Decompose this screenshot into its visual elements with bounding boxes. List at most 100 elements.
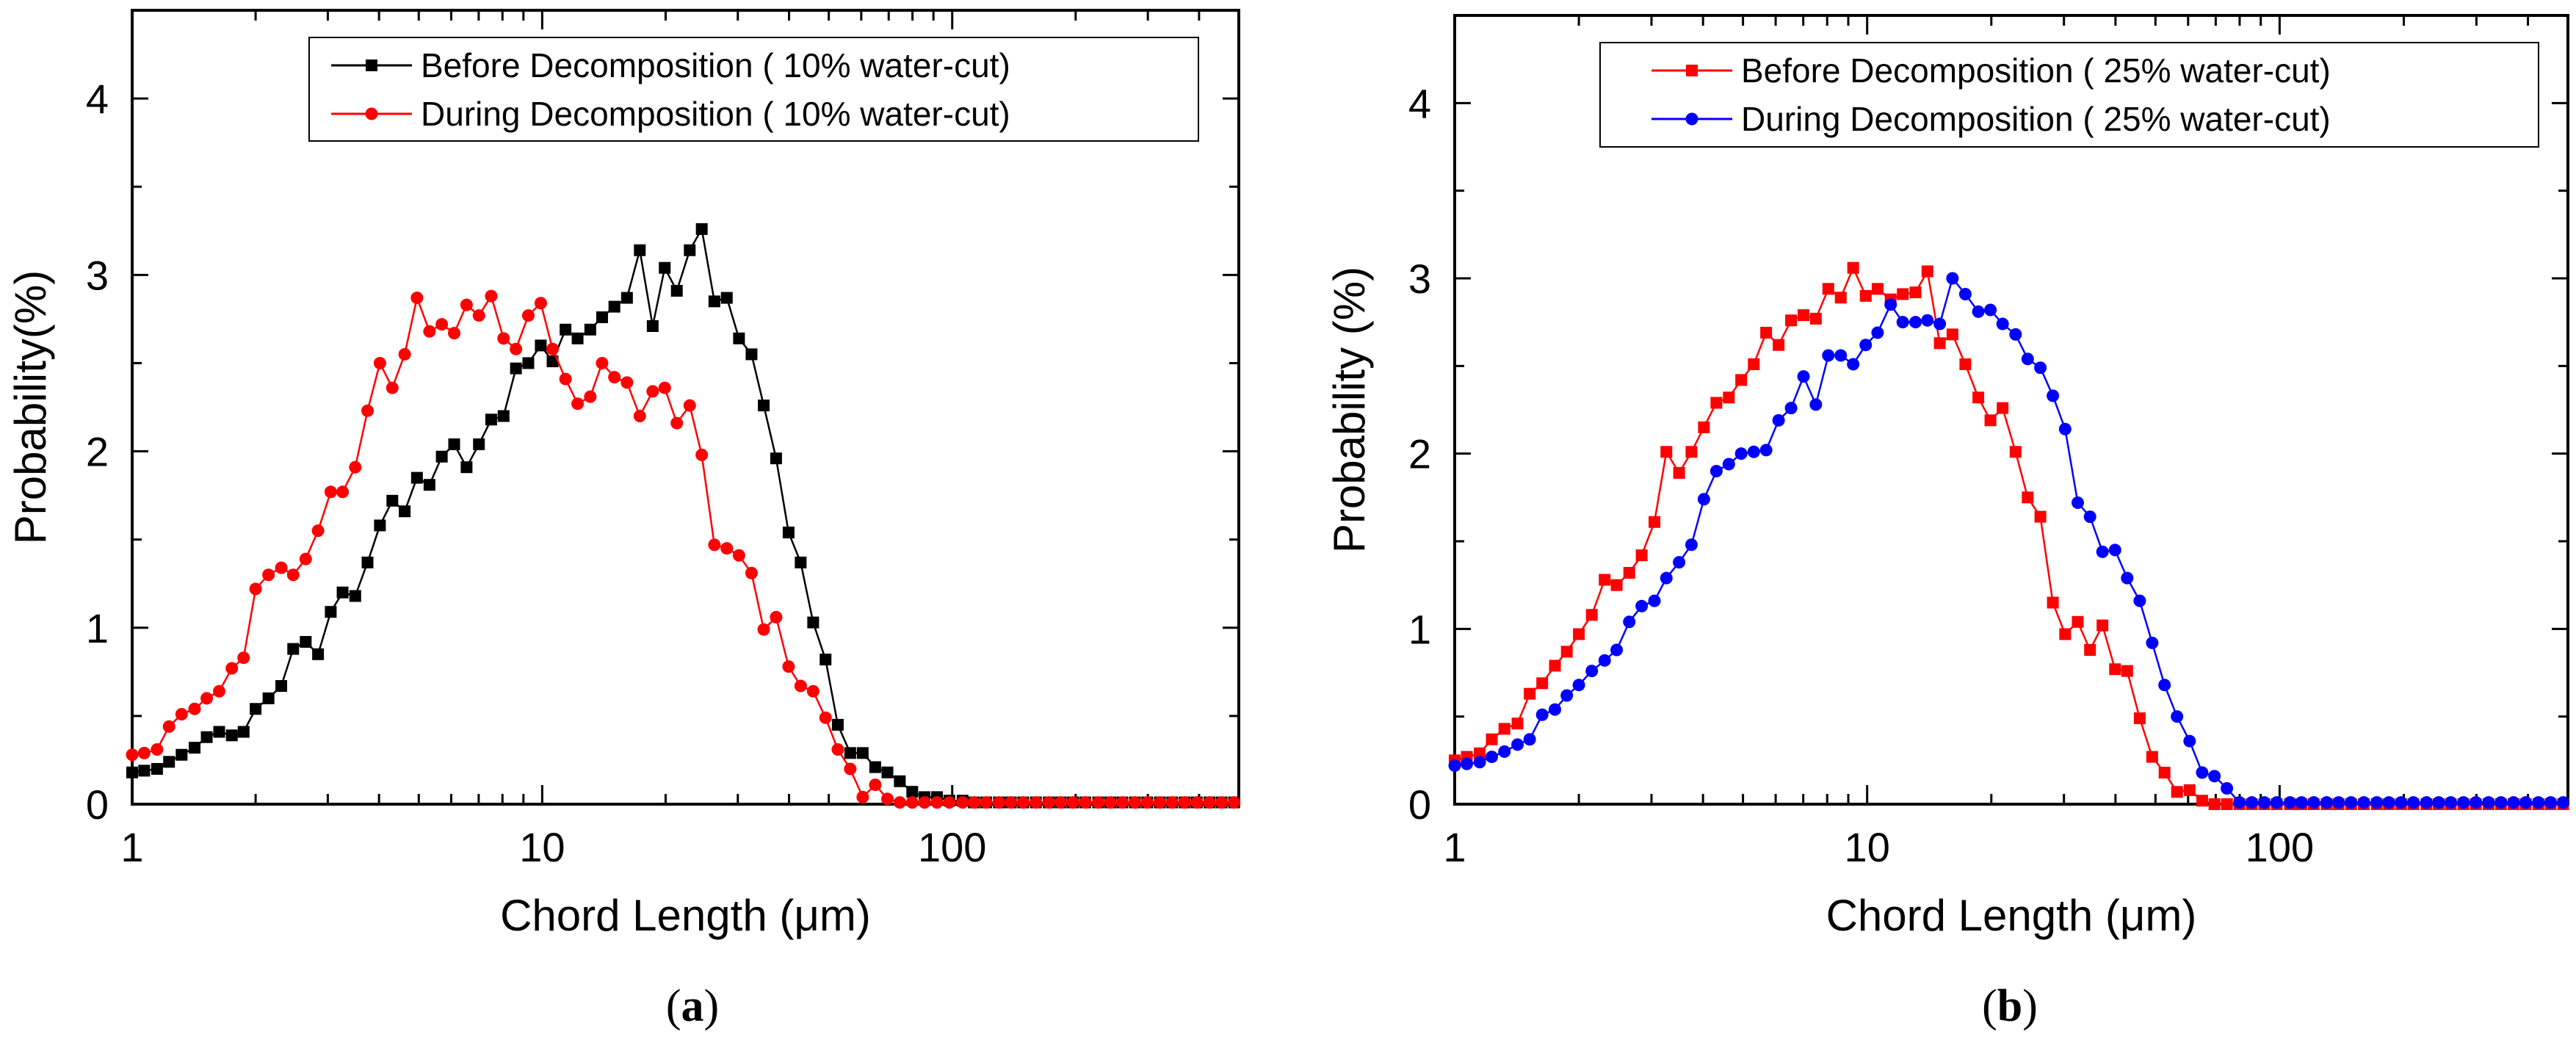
data-point [820, 654, 832, 666]
data-point [1959, 358, 1972, 370]
data-point [733, 332, 745, 344]
data-point [1996, 317, 2009, 330]
y-tick-label: 1 [1408, 606, 1431, 652]
data-point [658, 381, 671, 394]
data-point [1536, 677, 1549, 690]
data-point [1560, 689, 1574, 702]
data-point [708, 538, 721, 552]
data-point [880, 792, 894, 806]
data-point [943, 796, 956, 809]
data-point [1723, 391, 1735, 404]
y-axis-label: Probability (%) [1325, 267, 1374, 553]
legend-entry-label: Before Decomposition ( 10% water-cut) [421, 46, 1010, 84]
data-point [2320, 796, 2333, 809]
data-point [1972, 305, 1985, 318]
data-point [386, 494, 399, 507]
data-point [275, 561, 288, 574]
data-point [2233, 796, 2246, 809]
data-point [2196, 795, 2208, 807]
data-point [237, 726, 250, 738]
data-point [374, 519, 386, 532]
data-point [646, 319, 659, 332]
data-point [1884, 298, 1897, 311]
data-point [2072, 615, 2084, 628]
legend-marker-square-icon [366, 59, 377, 71]
data-point [1747, 445, 1760, 458]
y-tick-label: 3 [1408, 256, 1431, 302]
data-point [571, 332, 584, 344]
data-point [1549, 703, 1562, 716]
data-point [1921, 265, 1933, 278]
x-tick-label: 100 [918, 824, 986, 870]
data-point [720, 542, 734, 555]
data-point [2284, 796, 2297, 809]
data-point [151, 743, 164, 756]
data-point [2532, 796, 2545, 809]
data-point [1772, 413, 1785, 427]
data-point [2407, 796, 2420, 809]
data-point [695, 448, 709, 461]
data-point [1623, 566, 1635, 579]
data-point [1972, 391, 1985, 404]
data-point [1228, 796, 1241, 809]
data-point [535, 339, 547, 352]
data-point [1933, 317, 1947, 330]
data-point [398, 347, 411, 361]
data-point [521, 309, 535, 322]
data-point [510, 362, 522, 375]
data-point [324, 485, 337, 499]
data-point [2519, 796, 2532, 809]
data-point [1797, 370, 1810, 383]
data-point [1635, 549, 1648, 562]
data-point [1760, 326, 1773, 339]
data-point [1461, 757, 1474, 770]
data-point [2332, 796, 2345, 809]
data-point [1485, 751, 1498, 764]
data-point [1997, 402, 2009, 414]
data-point [1822, 349, 1835, 362]
data-point [1649, 516, 1661, 528]
data-point [831, 743, 844, 756]
data-point [250, 703, 262, 715]
data-point [584, 323, 596, 336]
data-point [1079, 796, 1092, 809]
data-point [497, 332, 510, 345]
data-point [2083, 510, 2096, 524]
data-point [1798, 309, 1810, 322]
data-point [2121, 571, 2134, 585]
data-point [683, 399, 696, 412]
data-point [2133, 594, 2146, 607]
data-point [373, 356, 386, 369]
data-point [844, 747, 856, 759]
x-tick-label: 1 [1443, 824, 1466, 870]
data-point [1598, 654, 1611, 667]
data-point [670, 416, 684, 430]
data-point [869, 761, 881, 773]
data-point [1486, 733, 1498, 745]
data-point [2196, 766, 2209, 779]
data-point [336, 586, 349, 599]
x-axis-label: Chord Length (μm) [500, 891, 871, 940]
data-point [2470, 796, 2483, 809]
data-point [200, 692, 214, 705]
plot-frame [131, 9, 1240, 806]
data-point [894, 775, 906, 787]
data-point [1635, 599, 1649, 612]
data-point [1735, 374, 1748, 386]
data-point [1215, 796, 1229, 809]
data-point [1016, 796, 1030, 809]
data-point [906, 786, 919, 798]
data-point [225, 662, 239, 675]
data-point [1585, 609, 1598, 621]
data-point [300, 635, 312, 648]
series-line [131, 294, 1234, 803]
legend-marker-square-icon [1686, 65, 1698, 76]
data-point [1511, 738, 1524, 751]
data-point [794, 679, 807, 693]
data-point [2171, 710, 2184, 723]
data-point [349, 590, 361, 602]
data-point [2108, 543, 2121, 557]
data-point [1042, 796, 1055, 809]
data-point [361, 556, 374, 568]
